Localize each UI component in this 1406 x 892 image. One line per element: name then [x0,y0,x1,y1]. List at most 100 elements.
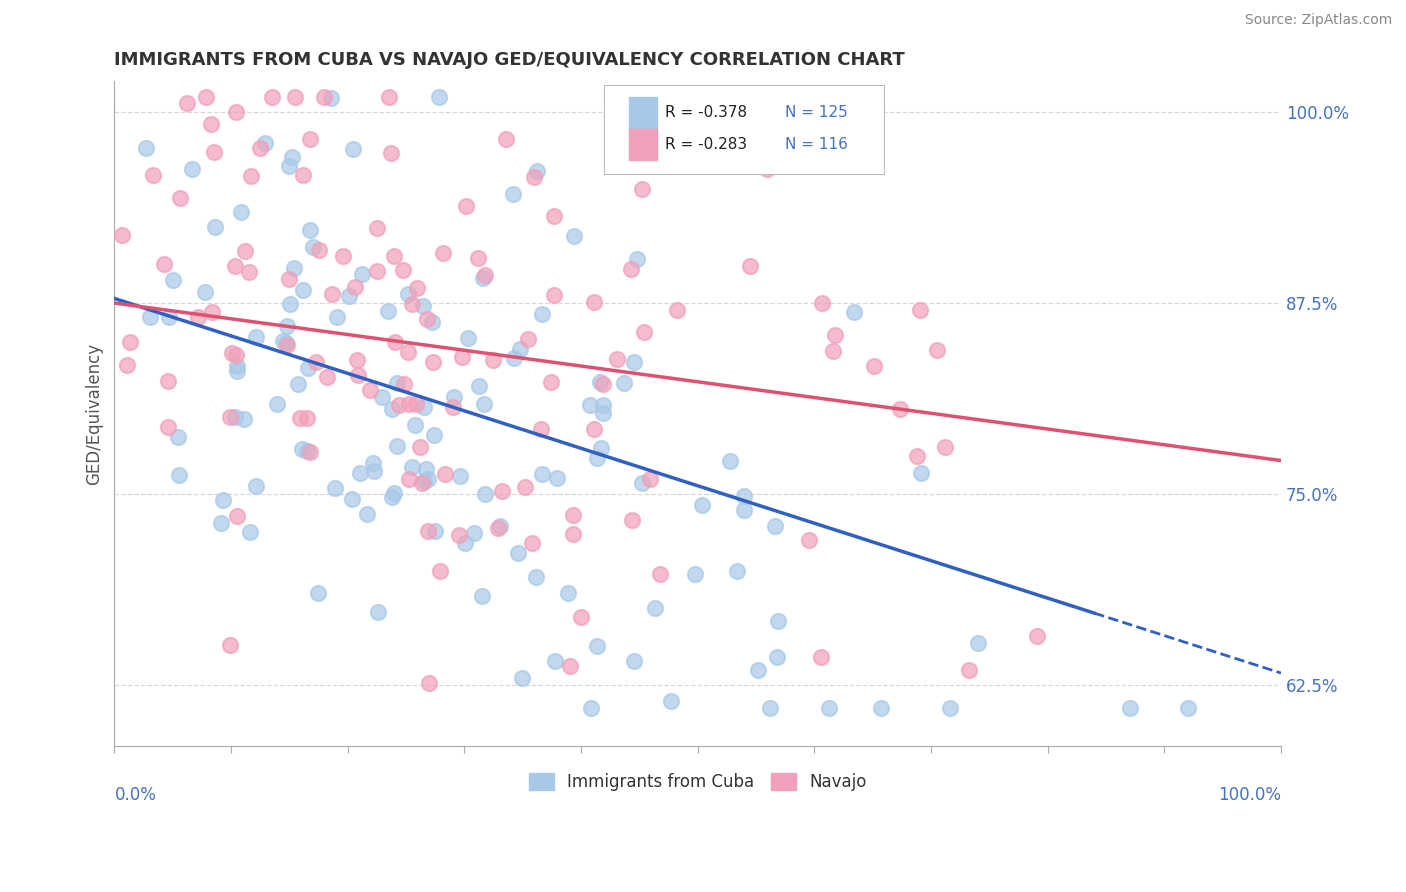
Point [543,209,565,223]
Point [382,249,405,263]
Point [291,442,314,456]
Point [291,168,314,182]
Point [284,89,307,103]
Point [274,336,297,351]
Point [644,600,666,615]
Point [225,348,247,362]
Point [323,481,346,495]
Point [366,263,388,277]
Point [733,489,755,503]
Point [429,89,451,103]
Point [434,467,457,481]
Point [543,287,565,301]
Point [910,302,932,317]
Point [276,337,298,351]
Point [301,240,323,254]
Point [569,610,592,624]
Point [245,479,267,493]
Point [224,259,246,273]
Point [470,589,492,603]
Point [225,363,247,377]
Point [290,410,312,425]
Point [630,475,652,490]
Point [420,315,443,329]
Point [416,524,439,538]
Point [411,475,433,490]
Point [472,396,495,410]
Point [396,287,419,301]
Point [633,325,655,339]
Point [299,131,322,145]
Point [156,420,179,434]
Point [523,169,546,184]
Point [457,331,479,345]
Point [583,421,606,435]
Text: Source: ZipAtlas.com: Source: ZipAtlas.com [1244,13,1392,28]
Point [212,493,235,508]
Point [765,649,787,664]
Point [409,440,432,454]
Point [315,369,337,384]
Point [516,332,538,346]
Point [307,586,329,600]
Point [346,368,368,382]
Point [266,396,288,410]
Point [725,564,748,578]
Point [640,472,662,486]
Point [276,318,298,333]
Point [135,141,157,155]
Point [513,480,536,494]
Point [766,614,789,628]
Point [225,508,247,523]
Point [371,390,394,404]
Point [561,508,583,523]
Point [418,676,440,690]
Text: R = -0.378: R = -0.378 [665,105,747,120]
Point [387,439,409,453]
Point [169,191,191,205]
Point [162,273,184,287]
Point [756,161,779,176]
Point [506,546,529,560]
Point [398,397,420,411]
Point [967,636,990,650]
Point [321,287,343,301]
Point [938,701,960,715]
Point [474,268,496,282]
Point [346,352,368,367]
Y-axis label: GED/Equivalency: GED/Equivalency [86,343,103,485]
Point [631,182,654,196]
Point [401,297,423,311]
Point [115,359,138,373]
Point [823,344,845,359]
Point [589,441,612,455]
Point [934,440,956,454]
Text: IMMIGRANTS FROM CUBA VS NAVAJO GED/EQUIVALENCY CORRELATION CHART: IMMIGRANTS FROM CUBA VS NAVAJO GED/EQUIV… [114,51,905,69]
Point [405,397,427,411]
Point [810,296,832,310]
Point [278,272,301,286]
Point [221,346,243,360]
Point [142,168,165,182]
FancyBboxPatch shape [605,85,884,175]
Point [385,376,408,390]
Point [349,467,371,481]
Point [405,281,427,295]
Point [540,375,562,389]
Point [546,470,568,484]
FancyBboxPatch shape [628,97,657,128]
Text: N = 125: N = 125 [785,105,848,120]
Point [561,527,583,541]
Point [530,422,553,436]
Point [232,412,254,426]
Point [423,428,446,442]
Point [474,487,496,501]
Point [422,355,444,369]
Point [581,701,603,715]
Point [253,136,276,150]
Point [620,513,643,527]
Point [589,375,612,389]
Point [733,502,755,516]
Point [810,649,832,664]
Point [467,251,489,265]
